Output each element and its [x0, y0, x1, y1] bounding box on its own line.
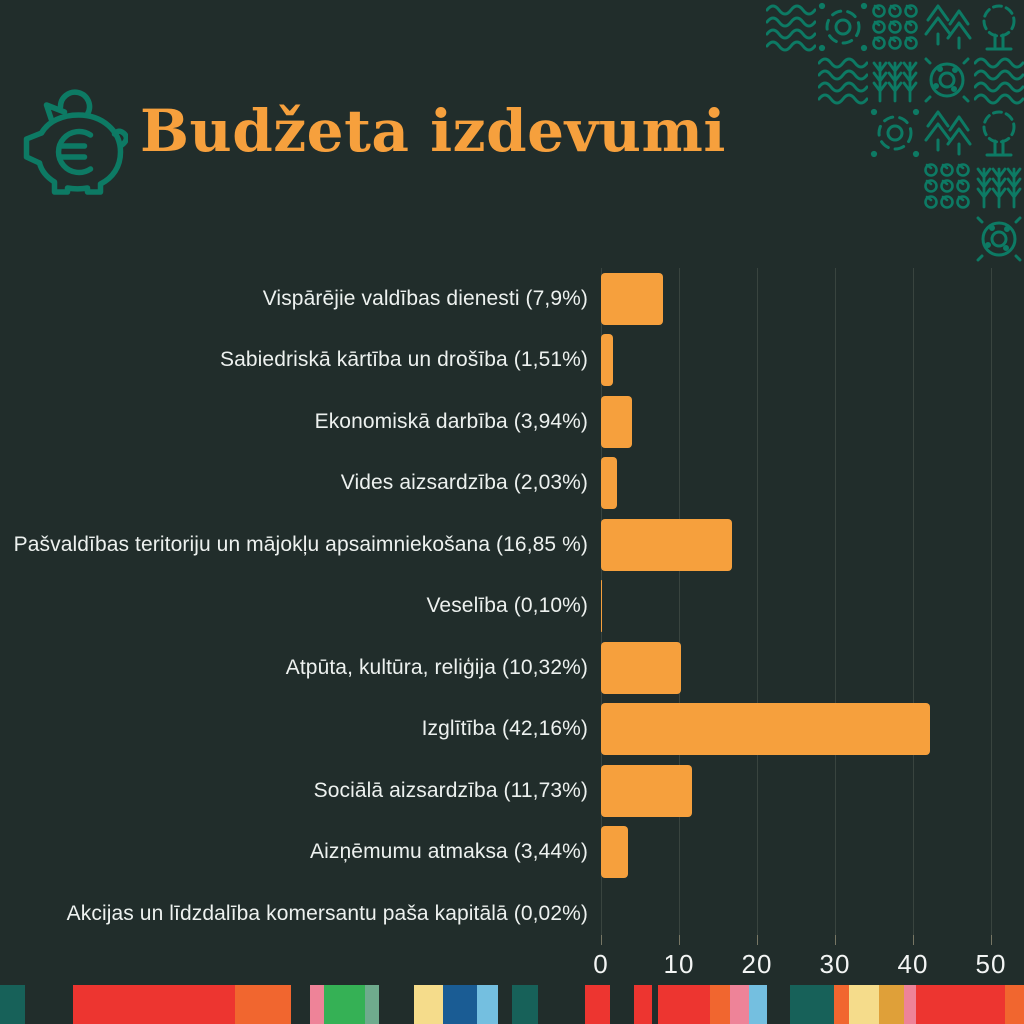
strip-segment	[634, 985, 652, 1024]
bar	[601, 641, 681, 694]
bar-label: Veselība (0,10%)	[426, 594, 588, 618]
axis-tick	[991, 934, 992, 945]
page-title: Budžeta izdevumi	[140, 97, 726, 165]
strip-segment	[477, 985, 498, 1024]
strip-segment	[849, 985, 879, 1024]
strip-segment	[658, 985, 710, 1024]
axis-tick-label: 10	[663, 948, 695, 979]
bar-label: Sabiedriskā kārtība un drošība (1,51%)	[220, 348, 588, 372]
strip-segment	[324, 985, 365, 1024]
strip-segment	[73, 985, 235, 1024]
strip-segment	[585, 985, 610, 1024]
bar-label: Akcijas un līdzdalība komersantu paša ka…	[66, 901, 588, 925]
bar	[601, 703, 930, 756]
axis-tick-label: 50	[975, 948, 1007, 979]
gridline	[679, 268, 680, 945]
bar	[601, 272, 663, 325]
bar	[601, 580, 602, 633]
axis-tick-label: 0	[593, 948, 609, 979]
strip-segment	[834, 985, 849, 1024]
axis-tick	[913, 934, 914, 945]
axis-tick	[757, 934, 758, 945]
axis-tick	[679, 934, 680, 945]
bar-label: Vides aizsardzība (2,03%)	[340, 471, 588, 495]
gridline	[757, 268, 758, 945]
bottom-color-strip	[0, 985, 1024, 1024]
strip-segment	[235, 985, 291, 1024]
gridline	[835, 268, 836, 945]
bar-label: Pašvaldības teritoriju un mājokļu apsaim…	[13, 532, 588, 556]
bar	[601, 518, 732, 571]
bar-label: Vispārējie valdības dienesti (7,9%)	[262, 286, 588, 310]
gridline	[913, 268, 914, 945]
strip-segment	[310, 985, 324, 1024]
strip-segment	[790, 985, 834, 1024]
header: Budžeta izdevumi	[0, 0, 760, 230]
strip-segment	[730, 985, 749, 1024]
bar-label: Izglītība (42,16%)	[421, 717, 588, 741]
strip-segment	[879, 985, 904, 1024]
strip-segment	[512, 985, 538, 1024]
bar-label: Ekonomiskā darbība (3,94%)	[314, 409, 588, 433]
bar	[601, 826, 628, 879]
bar	[601, 395, 632, 448]
bar-label: Atpūta, kultūra, reliģija (10,32%)	[285, 655, 588, 679]
bar-label: Sociālā aizsardzība (11,73%)	[313, 778, 588, 802]
strip-segment	[0, 985, 25, 1024]
axis-tick	[835, 934, 836, 945]
strip-segment	[904, 985, 916, 1024]
strip-segment	[414, 985, 443, 1024]
axis-tick-label: 30	[819, 948, 851, 979]
gridline	[991, 268, 992, 945]
axis-tick-label: 20	[741, 948, 773, 979]
strip-segment	[916, 985, 1005, 1024]
strip-segment	[1005, 985, 1024, 1024]
bar	[601, 334, 613, 387]
strip-segment	[365, 985, 379, 1024]
axis-tick	[601, 934, 602, 945]
bar	[601, 457, 617, 510]
strip-segment	[443, 985, 477, 1024]
bar	[601, 764, 692, 817]
strip-segment	[749, 985, 767, 1024]
bar-label: Aizņēmumu atmaksa (3,44%)	[310, 840, 588, 864]
strip-segment	[710, 985, 730, 1024]
piggy-bank-euro-icon	[23, 89, 128, 195]
axis-tick-label: 40	[897, 948, 929, 979]
